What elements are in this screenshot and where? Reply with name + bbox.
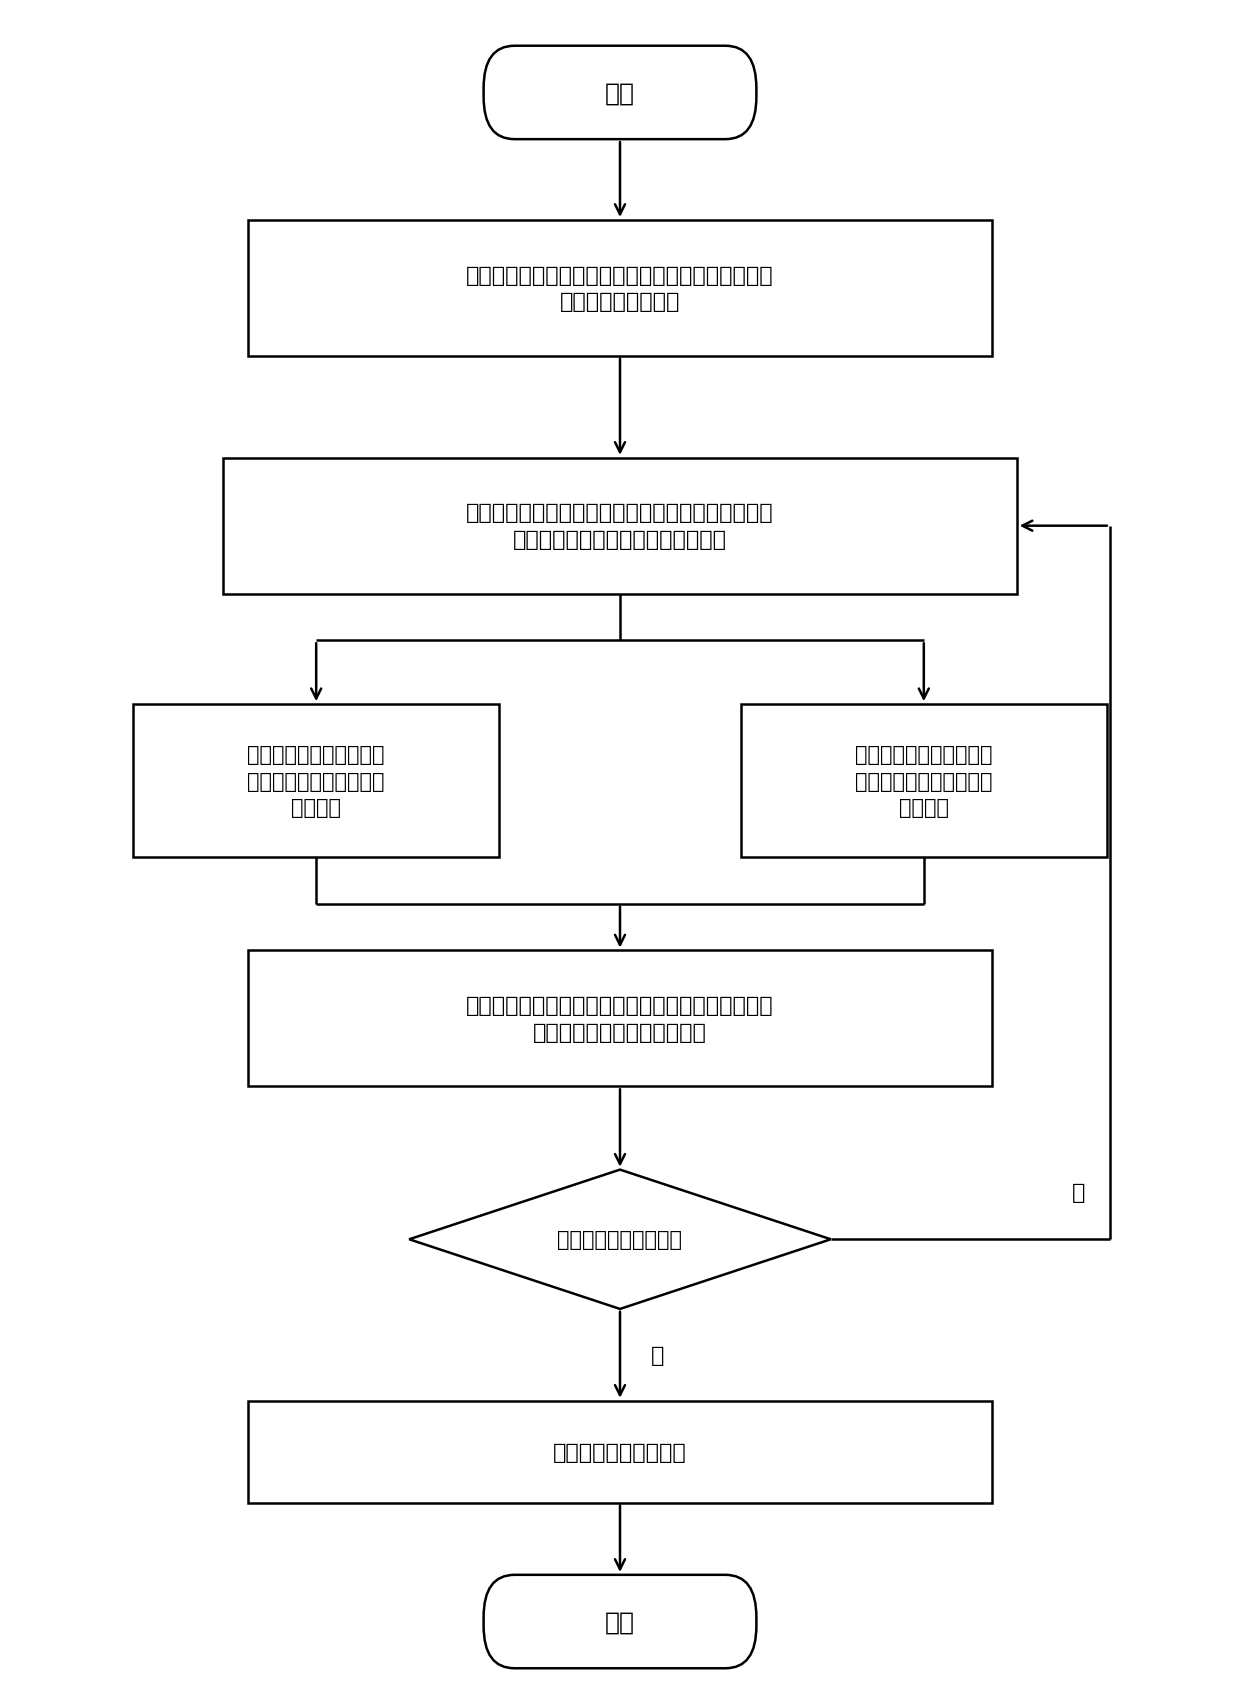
- Bar: [134, 705, 498, 857]
- Text: 否: 否: [1073, 1182, 1085, 1202]
- Text: 初始化搜索空间，初始化成员的量子位置、搜索步长
和全局最优量子位置: 初始化搜索空间，初始化成员的量子位置、搜索步长 和全局最优量子位置: [466, 265, 774, 312]
- Text: 是否达到最大迭代次数: 是否达到最大迭代次数: [558, 1229, 682, 1250]
- FancyBboxPatch shape: [484, 1576, 756, 1667]
- Bar: [248, 1401, 992, 1503]
- Text: 规则一：发现者演化规则
更新发现者搜索步长和其
量子位置: 规则一：发现者演化规则 更新发现者搜索步长和其 量子位置: [248, 745, 384, 817]
- FancyBboxPatch shape: [484, 46, 756, 141]
- Text: 输出全局最优量子位置: 输出全局最优量子位置: [553, 1442, 687, 1462]
- Bar: [248, 221, 992, 357]
- Bar: [742, 705, 1107, 857]
- Text: 是: 是: [651, 1345, 665, 1365]
- Text: 计算成员的适应度，成员使用贪婪选择策略选取量子
位置，更新全局最优量子位置: 计算成员的适应度，成员使用贪婪选择策略选取量子 位置，更新全局最优量子位置: [466, 995, 774, 1043]
- Polygon shape: [409, 1170, 831, 1309]
- Text: 结束: 结束: [605, 1610, 635, 1633]
- Bar: [223, 458, 1017, 594]
- Bar: [248, 951, 992, 1087]
- Text: 开始: 开始: [605, 82, 635, 105]
- Text: 规则二：游荡者演化规则
更新游荡者搜索步长和其
量子位置: 规则二：游荡者演化规则 更新游荡者搜索步长和其 量子位置: [856, 745, 992, 817]
- Text: 所有成员在演化前被定义为发现者和游荡者，以两种
不同的规则更新搜索步长和量子位置: 所有成员在演化前被定义为发现者和游荡者，以两种 不同的规则更新搜索步长和量子位置: [466, 503, 774, 550]
